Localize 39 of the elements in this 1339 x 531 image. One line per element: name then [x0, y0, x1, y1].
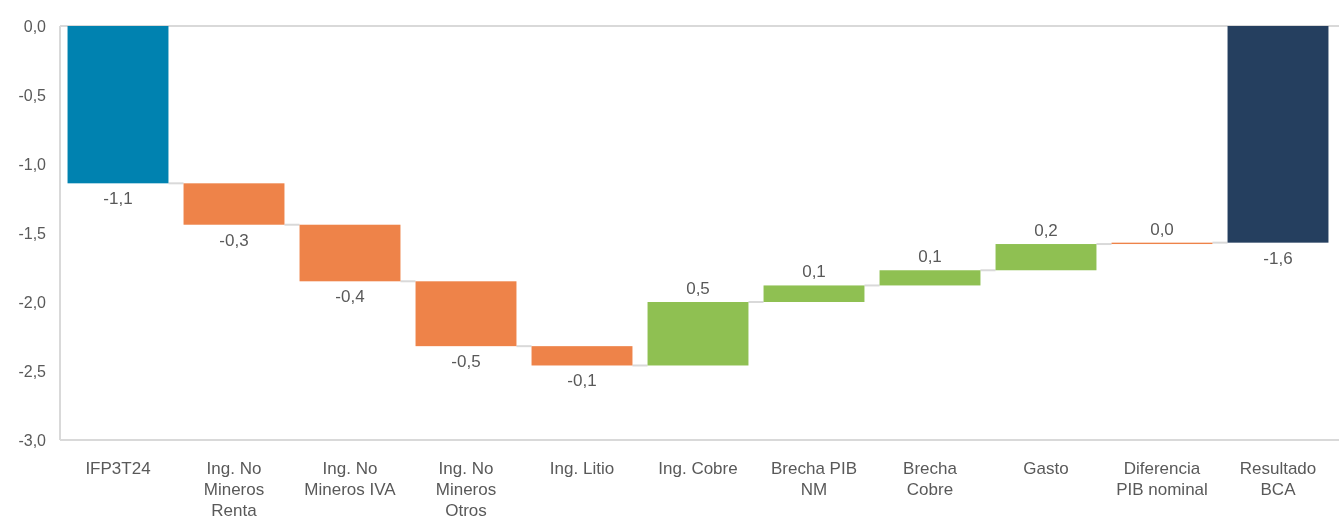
- x-tick-label: Gasto: [1023, 459, 1069, 478]
- x-tick-label: Ing. No Mineros Renta: [203, 459, 265, 520]
- y-tick-label: -0,5: [18, 86, 47, 104]
- bar: [1227, 26, 1329, 243]
- data-label: 0,2: [1034, 221, 1058, 241]
- bar: [879, 270, 981, 286]
- y-tick-label: 0,0: [23, 17, 47, 35]
- x-tick-label: Ing. Cobre: [658, 459, 738, 478]
- bar: [763, 285, 865, 302]
- bar: [647, 302, 749, 366]
- x-tick-label: Diferencia PIB nominal: [1116, 459, 1208, 499]
- bar: [415, 281, 517, 347]
- x-tick-label: Resultado BCA: [1239, 459, 1317, 499]
- data-label: 0,0: [1150, 219, 1174, 239]
- data-label: 0,1: [802, 262, 826, 282]
- data-label: -1,1: [103, 189, 133, 209]
- bar: [531, 346, 633, 366]
- bar: [299, 224, 401, 282]
- data-label: -1,6: [1263, 248, 1293, 268]
- x-tick-label: Ing. No Mineros IVA: [304, 459, 397, 499]
- x-tick-label: Brecha Cobre: [903, 459, 958, 499]
- y-tick-label: -2,5: [18, 362, 47, 380]
- data-label: -0,5: [451, 352, 481, 372]
- y-tick-label: -1,5: [18, 224, 47, 242]
- y-tick-label: -2,0: [18, 293, 47, 311]
- data-label: -0,3: [219, 230, 249, 250]
- x-tick-label: Ing. No Mineros Otros: [435, 459, 497, 520]
- x-tick-label: Ing. Litio: [549, 459, 615, 478]
- data-label: 0,5: [686, 279, 710, 298]
- data-label: -0,4: [335, 287, 365, 307]
- x-tick-label: IFP3T24: [85, 459, 151, 478]
- x-tick-label: Brecha PIB NM: [771, 459, 857, 499]
- bar: [995, 244, 1097, 271]
- y-tick-label: -1,0: [18, 155, 47, 173]
- bar: [183, 183, 285, 225]
- data-label: 0,1: [918, 247, 942, 267]
- y-tick-label: -3,0: [18, 431, 47, 449]
- data-label: -0,1: [567, 371, 597, 391]
- bar: [67, 26, 169, 184]
